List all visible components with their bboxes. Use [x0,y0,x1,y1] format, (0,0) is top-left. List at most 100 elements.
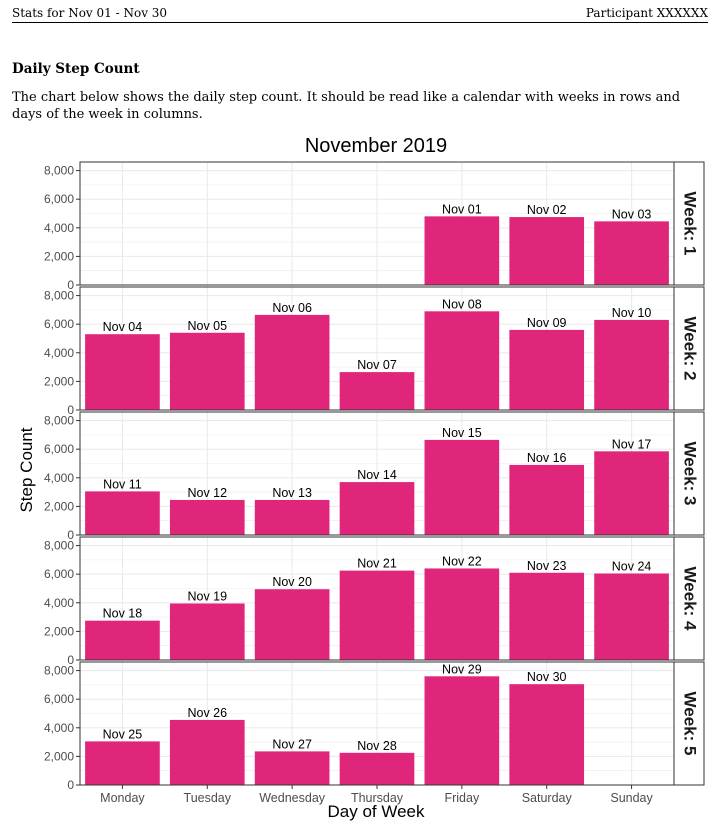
bar [594,573,669,660]
bar-date-label: Nov 23 [527,559,567,573]
bar [509,684,585,785]
bar-date-label: Nov 26 [187,706,227,720]
page-header: Stats for Nov 01 - Nov 30 Participant XX… [12,4,708,23]
bar-date-label: Nov 17 [612,437,652,451]
y-tick-label: 4,000 [44,471,74,485]
y-tick-label: 0 [67,653,74,667]
bar-date-label: Nov 08 [442,297,482,311]
y-tick-label: 6,000 [44,692,74,706]
facet-strip [673,661,705,786]
y-tick-label: 8,000 [44,164,74,178]
bar-date-label: Nov 29 [442,662,482,676]
bar-date-label: Nov 24 [612,559,652,573]
bar-date-label: Nov 27 [272,737,312,751]
bar [509,329,585,410]
bar-date-label: Nov 22 [442,554,482,568]
bar [424,568,500,660]
bar-date-label: Nov 18 [103,607,143,621]
section-description: The chart below shows the daily step cou… [12,90,681,122]
x-tick-label: Thursday [351,791,404,805]
bar-date-label: Nov 04 [103,320,143,334]
x-tick-label: Tuesday [184,791,232,805]
y-tick-label: 2,000 [44,374,74,388]
bar-date-label: Nov 07 [357,358,397,372]
bar [509,464,585,535]
facet-week-1: 0 2,000 4,000 6,000 8,000 Nov 01 Nov 02 Nov 03 W… [44,161,705,292]
facet-strip-label: Week: 5 [681,692,700,756]
facet-strip [673,536,705,661]
y-tick-label: 2,000 [44,499,74,513]
x-tick-label: Sunday [610,791,653,805]
bar-date-label: Nov 25 [103,727,143,741]
section-title: Daily Step Count [12,61,140,77]
bar [254,499,330,535]
y-tick-label: 8,000 [44,539,74,553]
facet-strip-label: Week: 4 [681,567,700,631]
bar-date-label: Nov 10 [612,306,652,320]
y-tick-label: 8,000 [44,414,74,428]
bar-date-label: Nov 13 [272,486,312,500]
y-tick-label: 0 [67,778,74,792]
bar-date-label: Nov 28 [357,739,397,753]
y-tick-label: 6,000 [44,317,74,331]
y-tick-label: 2,000 [44,249,74,263]
bar-date-label: Nov 14 [357,468,397,482]
chart-title: November 2019 [305,135,447,157]
facet-strip [673,411,705,536]
y-tick-label: 4,000 [44,721,74,735]
bar-date-label: Nov 16 [527,451,567,465]
bar-date-label: Nov 02 [527,203,567,217]
bar [424,311,500,410]
y-tick-label: 0 [67,278,74,292]
bar [339,570,415,660]
bar [169,719,245,785]
bar [85,334,160,410]
y-tick-label: 2,000 [44,624,74,638]
y-tick-label: 6,000 [44,567,74,581]
x-axis-label: Day of Week [327,802,425,821]
bar [254,751,330,785]
y-tick-label: 0 [67,528,74,542]
x-tick-label: Wednesday [259,791,326,805]
bar [85,620,160,660]
bar [339,372,415,410]
x-tick-label: Saturday [522,791,573,805]
facet-week-4: 0 2,000 4,000 6,000 8,000 Nov 18 Nov 19 Nov 20 N… [44,536,705,667]
bar [169,332,245,410]
bar [339,482,415,535]
x-tick-label: Monday [100,791,145,805]
bar [254,589,330,660]
bar [254,314,330,410]
bar [85,491,160,535]
bar [594,451,669,535]
bar-date-label: Nov 06 [272,301,312,315]
bar [169,499,245,535]
bar [509,572,585,660]
bar-date-label: Nov 09 [527,316,567,330]
y-tick-label: 8,000 [44,664,74,678]
bar [424,216,500,285]
bar [85,741,160,785]
facet-strip-label: Week: 2 [681,317,700,381]
bar-date-label: Nov 01 [442,202,482,216]
y-axis-label: Step Count [17,427,36,512]
facet-week-5: 0 2,000 4,000 6,000 8,000 Nov 25 Nov 26 Nov 27 N… [44,661,705,792]
bar-date-label: Nov 05 [187,319,227,333]
facet-strip-label: Week: 1 [681,192,700,256]
bar [169,603,245,660]
x-tick-label: Friday [444,791,479,805]
bar-date-label: Nov 30 [527,670,567,684]
y-tick-label: 0 [67,403,74,417]
y-tick-label: 6,000 [44,442,74,456]
bar [424,676,500,785]
y-tick-label: 8,000 [44,289,74,303]
y-tick-label: 4,000 [44,346,74,360]
bar [594,221,669,285]
header-period: Stats for Nov 01 - Nov 30 [12,6,168,20]
facet-week-3: 0 2,000 4,000 6,000 8,000 Nov 11 Nov 12 Nov 13 N… [44,411,705,542]
bar-date-label: Nov 11 [103,477,142,491]
facet-week-2: 0 2,000 4,000 6,000 8,000 Nov 04 Nov 05 Nov 06 N… [44,286,705,417]
bar-date-label: Nov 12 [187,486,227,500]
y-tick-label: 6,000 [44,192,74,206]
